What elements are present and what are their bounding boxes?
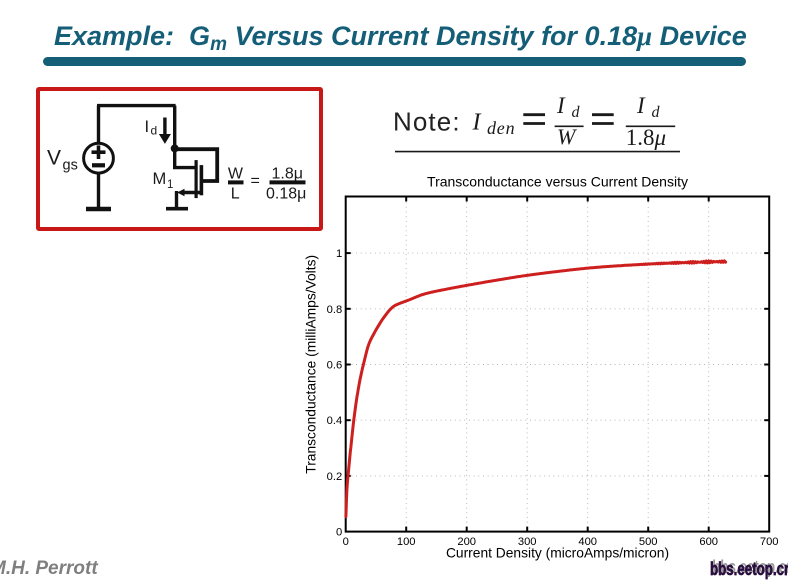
svg-text:W: W [557, 124, 577, 149]
svg-text:1: 1 [336, 248, 342, 260]
svg-text:200: 200 [457, 536, 476, 548]
svg-text:I: I [556, 93, 566, 118]
svg-text:W: W [228, 166, 244, 183]
svg-text:Current Density (microAmps/mic: Current Density (microAmps/micron) [446, 546, 669, 561]
svg-text:400: 400 [578, 536, 597, 548]
svg-text:Transconductance (milliAmps/Vo: Transconductance (milliAmps/Volts) [304, 255, 319, 474]
svg-text:300: 300 [518, 536, 537, 548]
svg-text:0: 0 [343, 536, 349, 548]
svg-text:600: 600 [699, 536, 718, 548]
svg-text:0.18μ: 0.18μ [266, 185, 306, 202]
svg-text:0.6: 0.6 [327, 360, 343, 372]
svg-text:700: 700 [760, 536, 779, 548]
svg-text:d: d [572, 104, 581, 121]
svg-text:1.8μ: 1.8μ [272, 166, 303, 183]
svg-text:0.2: 0.2 [327, 471, 343, 483]
svg-text:1: 1 [167, 179, 173, 191]
svg-text:M: M [153, 170, 167, 188]
svg-text:Note:: Note: [393, 107, 461, 137]
svg-text:0.4: 0.4 [327, 415, 343, 427]
svg-text:I: I [472, 109, 482, 135]
svg-text:100: 100 [397, 536, 416, 548]
svg-text:gs: gs [63, 158, 78, 174]
svg-text:0.8: 0.8 [327, 304, 343, 316]
svg-text:Transconductance versus Curren: Transconductance versus Current Density [427, 173, 688, 189]
svg-text:L: L [231, 185, 240, 202]
svg-text:I: I [145, 118, 150, 136]
svg-text:0: 0 [336, 527, 342, 539]
svg-text:d: d [151, 124, 158, 138]
svg-text:d: d [652, 104, 661, 121]
svg-text:I: I [636, 93, 646, 118]
svg-text:V: V [47, 147, 61, 170]
svg-text:den: den [487, 118, 515, 138]
svg-text:500: 500 [639, 536, 658, 548]
svg-text:1.8μ: 1.8μ [626, 125, 666, 150]
svg-text:=: = [251, 173, 260, 190]
